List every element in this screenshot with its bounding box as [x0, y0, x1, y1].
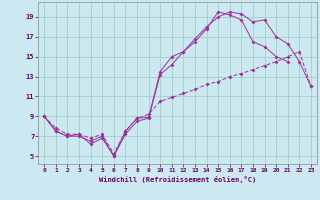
X-axis label: Windchill (Refroidissement éolien,°C): Windchill (Refroidissement éolien,°C): [99, 176, 256, 183]
